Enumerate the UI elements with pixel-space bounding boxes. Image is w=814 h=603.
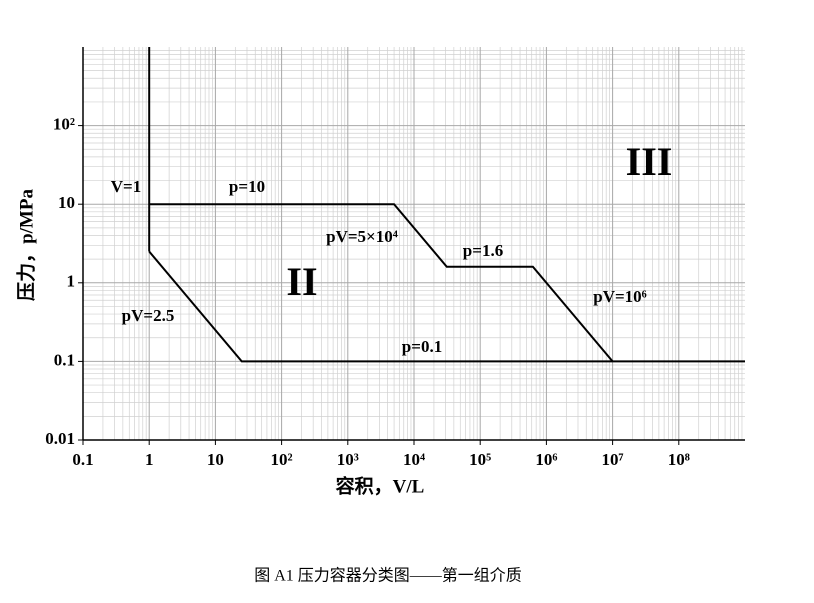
annotation: p=1.6: [463, 241, 503, 260]
x-tick-label: 10⁸: [668, 450, 690, 469]
annotation: p=0.1: [402, 337, 442, 356]
grid: [82, 47, 745, 441]
annotation: pV=2.5: [122, 306, 175, 325]
x-tick-label: 10⁴: [403, 450, 425, 469]
annotation: pV=10⁶: [593, 287, 647, 306]
x-tick-label: 10⁷: [602, 450, 624, 469]
y-tick-label: 0.01: [45, 429, 75, 448]
x-tick-label: 10⁶: [535, 450, 557, 469]
caption: 图 A1 压力容器分类图——第一组介质: [254, 567, 522, 585]
region-label: II: [286, 259, 317, 304]
boundary-line: [148, 250, 745, 363]
x-tick-label: 1: [145, 450, 154, 469]
y-tick-label: 0.1: [54, 350, 75, 369]
x-tick-label: 10³: [337, 450, 359, 469]
annotation: pV=5×10⁴: [326, 227, 398, 246]
x-axis-label: 容积，V/L: [336, 474, 425, 497]
x-tick-label: 10: [207, 450, 224, 469]
y-tick-label: 1: [67, 272, 76, 291]
boundary-line: [149, 203, 614, 363]
x-tick-label: 10²: [271, 450, 293, 469]
annotation: V=1: [111, 177, 141, 196]
y-tick-label: 10: [58, 193, 75, 212]
x-tick-label: 10⁵: [469, 450, 491, 469]
y-axis-label: 压力，p/MPa: [14, 189, 37, 301]
region-label: III: [626, 139, 673, 184]
annotation: p=10: [229, 177, 265, 196]
x-tick-label: 0.1: [72, 450, 93, 469]
y-tick-label: 10²: [53, 115, 75, 134]
